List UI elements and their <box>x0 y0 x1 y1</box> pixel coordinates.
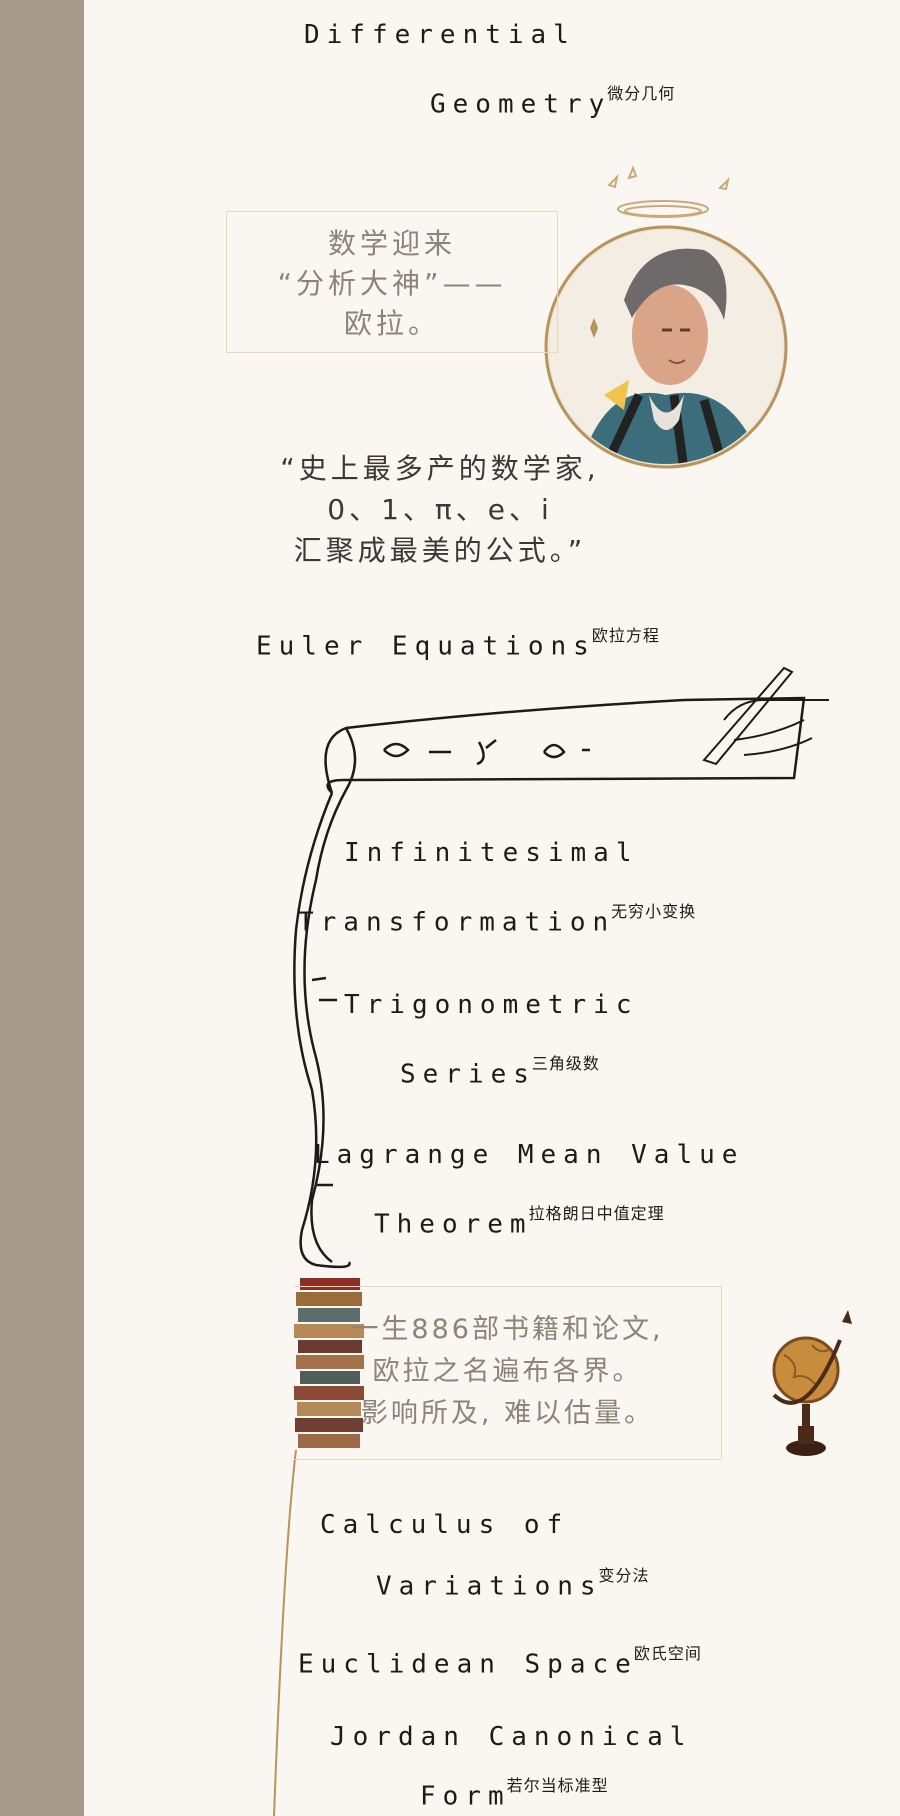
term-euler-cn: 欧拉方程 <box>591 626 660 645</box>
term-infinitesimal-cn: 无穷小变换 <box>611 902 697 921</box>
term-lagrange-en: Theorem <box>374 1209 533 1240</box>
euler-portrait <box>544 225 788 469</box>
term-calculus-line1: Calculus of <box>320 1510 570 1540</box>
term-infinitesimal-en: Transformation <box>298 907 616 938</box>
term-euclidean: Euclidean Space欧氏空间 <box>298 1644 702 1680</box>
intro-box: 数学迎来 “分析大神”—— 欧拉。 <box>226 211 558 353</box>
term-differential-line1: Differential <box>304 20 576 50</box>
works-line-2: 欧拉之名遍布各界。 <box>372 1356 643 1387</box>
term-euclidean-en: Euclidean Space <box>298 1649 638 1680</box>
term-jordan-en: Form <box>420 1781 511 1812</box>
works-line-1: 一生886部书籍和论文, <box>351 1314 664 1345</box>
term-trig-en: Series <box>400 1059 536 1090</box>
term-differential-line2: Geometry微分几何 <box>430 84 675 120</box>
page-content: Differential Geometry微分几何 数学迎来 “分析大神”—— … <box>84 0 900 1816</box>
term-infinitesimal-line2: Transformation无穷小变换 <box>298 902 696 938</box>
term-trig-line2: Series三角级数 <box>400 1054 600 1090</box>
term-calculus-en: Variations <box>376 1571 603 1602</box>
term-trig-cn: 三角级数 <box>531 1054 600 1073</box>
intro-line-3: 欧拉。 <box>343 307 440 340</box>
left-sidebar-band <box>0 0 84 1816</box>
hand-pen-icon <box>702 666 829 766</box>
works-line-3: 影响所及, 难以估量。 <box>360 1398 655 1429</box>
term-lagrange-line1: Lagrange Mean Value <box>314 1140 745 1170</box>
term-trig-line1: Trigonometric <box>344 990 639 1020</box>
term-euler-en: Euler Equations <box>256 631 596 662</box>
quote-line-2: 0、1、π、e、i <box>327 493 553 526</box>
decorative-illustrations <box>273 165 852 1816</box>
halo-icon <box>607 165 730 218</box>
term-euclidean-cn: 欧氏空间 <box>633 1644 702 1663</box>
intro-line-1: 数学迎来 <box>327 227 456 260</box>
term-euler: Euler Equations欧拉方程 <box>256 626 660 662</box>
term-infinitesimal-line1: Infinitesimal <box>344 838 639 868</box>
term-calculus-line2: Variations变分法 <box>376 1566 650 1602</box>
term-jordan-cn: 若尔当标准型 <box>506 1776 609 1795</box>
book-stack-icon <box>273 1278 364 1816</box>
quote-line-1: “史上最多产的数学家, <box>280 452 600 485</box>
term-lagrange-cn: 拉格朗日中值定理 <box>528 1204 665 1223</box>
term-differential-en: Geometry <box>430 89 612 120</box>
euler-quote: “史上最多产的数学家, 0、1、π、e、i 汇聚成最美的公式。” <box>210 448 670 571</box>
scroll-ribbon <box>293 696 806 1269</box>
intro-line-2: “分析大神”—— <box>277 267 507 300</box>
globe-icon <box>772 1310 852 1456</box>
quote-line-3: 汇聚成最美的公式。” <box>293 534 587 567</box>
term-differential-cn: 微分几何 <box>607 84 676 103</box>
term-calculus-cn: 变分法 <box>598 1566 650 1585</box>
works-box: 一生886部书籍和论文, 欧拉之名遍布各界。 影响所及, 难以估量。 <box>294 1286 722 1460</box>
term-lagrange-line2: Theorem拉格朗日中值定理 <box>374 1204 665 1240</box>
term-jordan-line1: Jordan Canonical <box>330 1722 693 1752</box>
term-jordan-line2: Form若尔当标准型 <box>420 1776 609 1812</box>
